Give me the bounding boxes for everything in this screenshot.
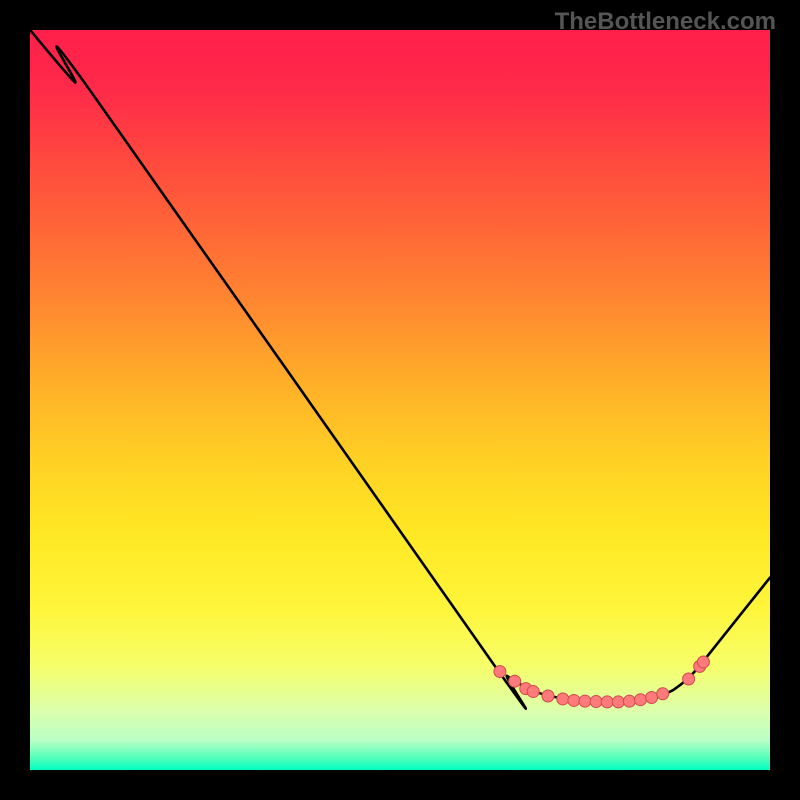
chart-marker xyxy=(697,656,709,668)
chart-marker xyxy=(509,675,521,687)
chart-svg xyxy=(0,0,800,800)
watermark-text: TheBottleneck.com xyxy=(555,8,776,36)
chart-marker xyxy=(590,696,602,708)
plot-area xyxy=(30,30,770,770)
chart-marker xyxy=(623,695,635,707)
stage: TheBottleneck.com xyxy=(0,0,800,800)
chart-marker xyxy=(635,694,647,706)
chart-marker xyxy=(683,673,695,685)
chart-marker xyxy=(568,694,580,706)
chart-marker xyxy=(494,666,506,678)
chart-marker xyxy=(612,696,624,708)
chart-marker xyxy=(579,695,591,707)
chart-marker xyxy=(542,690,554,702)
chart-marker xyxy=(601,696,613,708)
chart-marker xyxy=(657,688,669,700)
chart-marker xyxy=(527,686,539,698)
chart-marker xyxy=(646,691,658,703)
chart-marker xyxy=(557,693,569,705)
